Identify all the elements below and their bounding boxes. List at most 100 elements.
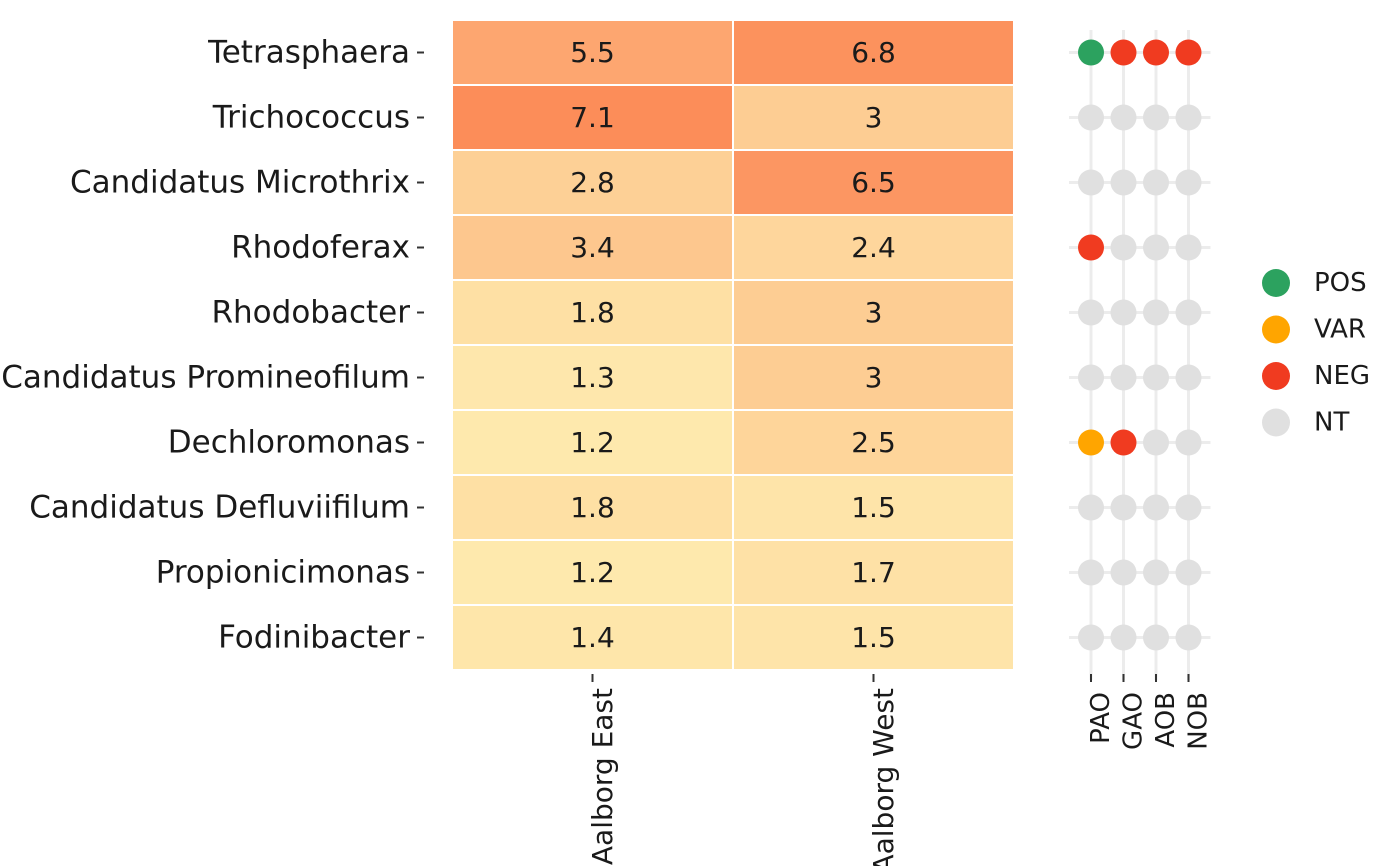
status-dot (1175, 299, 1202, 326)
legend-swatch (1262, 408, 1290, 437)
status-dot (1110, 104, 1137, 131)
cell-value-label: 1.7 (851, 556, 896, 589)
heatmap-cell (732, 474, 1015, 541)
status-dot (1110, 234, 1137, 261)
status-dot (1110, 39, 1137, 66)
cell-value-label: 3 (865, 361, 883, 394)
heatmap-panel: 5.5 6.8 7.1 3 2.8 6.5 3.4 2.4 1.8 3 1.3 3 1.2 2.5 1.8 1… (451, 19, 1015, 671)
heatmap-cell (732, 539, 1015, 606)
status-dot (1078, 169, 1104, 196)
function-label: GAO (1119, 692, 1149, 750)
status-dot (1143, 104, 1169, 131)
status-dot (1143, 494, 1169, 521)
cell-value-label: 5.5 (570, 36, 615, 69)
cell-value-label: 1.8 (570, 296, 615, 329)
status-dot (1078, 494, 1104, 521)
cell-value-label: 2.5 (851, 426, 896, 459)
status-dot (1175, 104, 1202, 131)
heatmap-cell (451, 604, 734, 671)
status-dot (1143, 429, 1169, 456)
column-label: Aalborg West (867, 688, 900, 866)
row-label: Fodinibacter (218, 620, 410, 656)
status-dot (1175, 39, 1202, 66)
legend: POS VAR NEG NT (1262, 268, 1370, 438)
status-dot (1175, 494, 1202, 521)
cell-value-label: 6.5 (851, 166, 896, 199)
cell-value-label: 7.1 (570, 101, 615, 134)
cell-value-label: 1.2 (570, 556, 615, 589)
row-label: Tetrasphaera (207, 35, 410, 71)
status-dot (1175, 559, 1202, 586)
function-label: NOB (1184, 692, 1214, 750)
status-dot (1078, 104, 1104, 131)
cell-value-label: 2.4 (851, 231, 896, 264)
status-dot (1078, 299, 1104, 326)
status-dot (1143, 169, 1169, 196)
cell-value-label: 1.4 (570, 621, 615, 654)
status-dot (1175, 234, 1202, 261)
cell-value-label: 1.8 (570, 491, 615, 524)
status-dot (1110, 364, 1137, 391)
status-dot (1143, 39, 1169, 66)
function-labels: PAO GAO AOB NOB (1086, 674, 1214, 750)
heatmap-cell (451, 279, 734, 346)
heatmap-cell (451, 214, 734, 281)
status-dot (1110, 169, 1137, 196)
column-label: Aalborg East (586, 688, 619, 865)
function-dot-panel (1069, 30, 1211, 680)
status-dot (1078, 624, 1104, 651)
status-dot (1143, 299, 1169, 326)
status-dot (1110, 299, 1137, 326)
legend-label: POS (1314, 268, 1367, 298)
function-label: AOB (1151, 692, 1181, 748)
status-dot (1110, 624, 1137, 651)
status-dot (1143, 559, 1169, 586)
heatmap-cell (732, 409, 1015, 476)
heatmap-cell (732, 149, 1015, 216)
cell-value-label: 1.3 (570, 361, 615, 394)
status-dot (1110, 429, 1137, 456)
function-label: PAO (1086, 692, 1116, 744)
legend-label: NT (1314, 408, 1349, 438)
status-dot (1143, 234, 1169, 261)
cell-value-label: 1.2 (570, 426, 615, 459)
cell-value-label: 3 (865, 296, 883, 329)
heatmap-cell (732, 84, 1015, 151)
status-dot (1078, 559, 1104, 586)
cell-value-label: 6.8 (851, 36, 896, 69)
status-dot (1078, 429, 1104, 456)
legend-swatch (1262, 362, 1290, 390)
status-dot (1078, 39, 1104, 66)
legend-swatch (1262, 315, 1290, 344)
row-labels: Tetrasphaera Trichococcus Candidatus Micro… (1, 35, 424, 656)
status-dot (1143, 624, 1169, 651)
status-dot (1143, 364, 1169, 391)
heatmap-cell (451, 474, 734, 541)
row-label: Rhodobacter (212, 295, 411, 331)
status-dot (1110, 494, 1137, 521)
column-labels: Aalborg East Aalborg West (586, 674, 900, 866)
row-label: Trichococcus (212, 100, 410, 136)
legend-label: VAR (1314, 315, 1366, 345)
status-dot (1078, 364, 1104, 391)
status-dot (1175, 624, 1202, 651)
status-dot (1175, 169, 1202, 196)
heatmap-cell (732, 604, 1015, 671)
heatmap-cell (732, 344, 1015, 411)
legend-label: NEG (1314, 361, 1370, 391)
cell-value-label: 3 (865, 101, 883, 134)
cell-value-label: 3.4 (570, 231, 615, 264)
row-label: Candidatus Microthrix (70, 165, 410, 201)
heatmap-cell (732, 19, 1015, 86)
legend-swatch (1262, 269, 1290, 297)
row-label: Candidatus Promineofilum (1, 360, 410, 396)
cell-value-label: 2.8 (570, 166, 615, 199)
status-dot (1078, 234, 1104, 261)
status-dot (1110, 559, 1137, 586)
status-dot (1175, 429, 1202, 456)
cell-value-label: 1.5 (851, 621, 896, 654)
row-label: Dechloromonas (168, 425, 410, 461)
row-label: Propionicimonas (156, 555, 410, 591)
row-label: Rhodoferax (231, 230, 410, 266)
